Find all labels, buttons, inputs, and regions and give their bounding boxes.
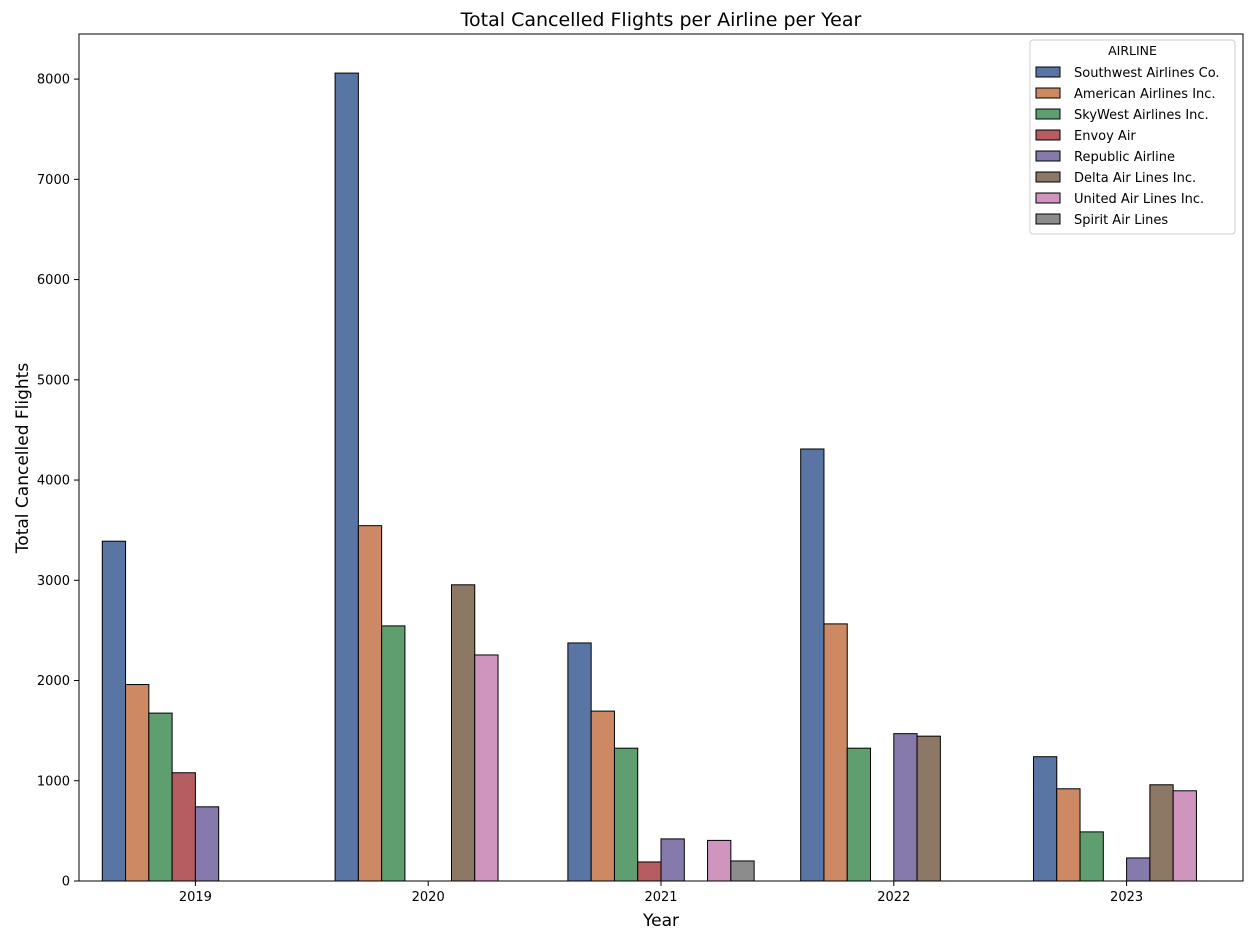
bar-republic-airline-2019 — [194, 806, 220, 882]
y-axis-label: Total Cancelled Flights — [13, 363, 33, 555]
legend-label: United Air Lines Inc. — [1074, 192, 1204, 207]
legend-swatch — [1035, 213, 1061, 225]
legend-swatch — [1035, 150, 1061, 162]
bar-united-air-lines-inc-2023 — [1172, 790, 1197, 882]
legend-label: Delta Air Lines Inc. — [1074, 171, 1196, 186]
bar-delta-air-lines-inc-2022 — [916, 735, 941, 882]
legend-swatch — [1035, 192, 1061, 204]
legend-label: Spirit Air Lines — [1074, 213, 1168, 228]
bar-republic-airline-2021 — [660, 838, 685, 882]
legend-swatch — [1035, 129, 1061, 141]
bar-american-airlines-inc-2022 — [823, 623, 848, 882]
bar-envoy-air-2019 — [171, 772, 196, 882]
y-tick-label: 1000 — [37, 774, 70, 789]
x-ticks-group: 2019 2020 2021 2022 2023 — [179, 881, 1143, 905]
bars-group — [101, 72, 1197, 882]
legend-label: Southwest Airlines Co. — [1074, 66, 1220, 81]
legend[interactable]: AIRLINE Southwest Airlines Co. American Ai… — [1029, 39, 1236, 235]
chart-title: Total Cancelled Flights per Airline per … — [460, 9, 862, 31]
bar-southwest-airlines-co-2021 — [567, 642, 592, 882]
bar-spirit-air-lines-2021 — [730, 860, 755, 882]
bar-united-air-lines-inc-2020 — [474, 654, 499, 882]
y-tick-label: 3000 — [37, 574, 70, 589]
bar-united-air-lines-inc-2021 — [707, 839, 732, 882]
bar-delta-air-lines-inc-2023 — [1149, 784, 1174, 882]
legend-box — [1029, 39, 1236, 235]
bar-skywest-airlines-inc-2023 — [1079, 831, 1104, 882]
bar-skywest-airlines-inc-2022 — [846, 747, 872, 882]
x-tick-label: 2021 — [644, 890, 677, 905]
x-tick-label: 2022 — [877, 890, 910, 905]
y-ticks-group: 0 1000 2000 3000 4000 5000 6000 7000 8000 — [37, 73, 79, 890]
bar-southwest-airlines-co-2023 — [1032, 756, 1058, 882]
y-tick-label: 6000 — [37, 273, 70, 288]
legend-swatch — [1035, 171, 1061, 183]
legend-swatch — [1035, 66, 1061, 78]
legend-swatch — [1035, 108, 1061, 120]
y-tick-label: 4000 — [37, 474, 70, 489]
legend-label: SkyWest Airlines Inc. — [1074, 108, 1209, 123]
plot-frame — [78, 33, 1244, 882]
bar-skywest-airlines-inc-2019 — [148, 712, 173, 882]
y-tick-label: 0 — [62, 875, 70, 890]
legend-title: AIRLINE — [1108, 43, 1157, 58]
bar-american-airlines-inc-2019 — [125, 684, 150, 882]
x-tick-label: 2023 — [1110, 890, 1143, 905]
bar-southwest-airlines-co-2020 — [334, 72, 359, 882]
x-axis-label: Year — [642, 911, 679, 931]
legend-label: Republic Airline — [1074, 150, 1175, 165]
bar-skywest-airlines-inc-2020 — [381, 625, 406, 882]
bar-delta-air-lines-inc-2020 — [450, 584, 476, 882]
legend-label: American Airlines Inc. — [1074, 87, 1216, 102]
legend-label: Envoy Air — [1074, 129, 1136, 144]
x-tick-label: 2019 — [179, 890, 212, 905]
bar-southwest-airlines-co-2019 — [101, 540, 127, 882]
bar-envoy-air-2021 — [637, 861, 662, 882]
y-tick-label: 7000 — [37, 173, 70, 188]
y-tick-label: 2000 — [37, 674, 70, 689]
y-tick-label: 8000 — [37, 73, 70, 88]
bar-american-airlines-inc-2020 — [357, 525, 383, 882]
bar-american-airlines-inc-2023 — [1056, 788, 1081, 882]
legend-swatch — [1035, 87, 1061, 99]
bar-skywest-airlines-inc-2021 — [613, 747, 639, 882]
bar-southwest-airlines-co-2022 — [800, 448, 825, 882]
y-tick-label: 5000 — [37, 373, 70, 388]
bar-republic-airline-2022 — [893, 733, 918, 882]
bar-republic-airline-2023 — [1126, 857, 1151, 882]
bar-american-airlines-inc-2021 — [590, 710, 615, 882]
x-tick-label: 2020 — [412, 890, 445, 905]
